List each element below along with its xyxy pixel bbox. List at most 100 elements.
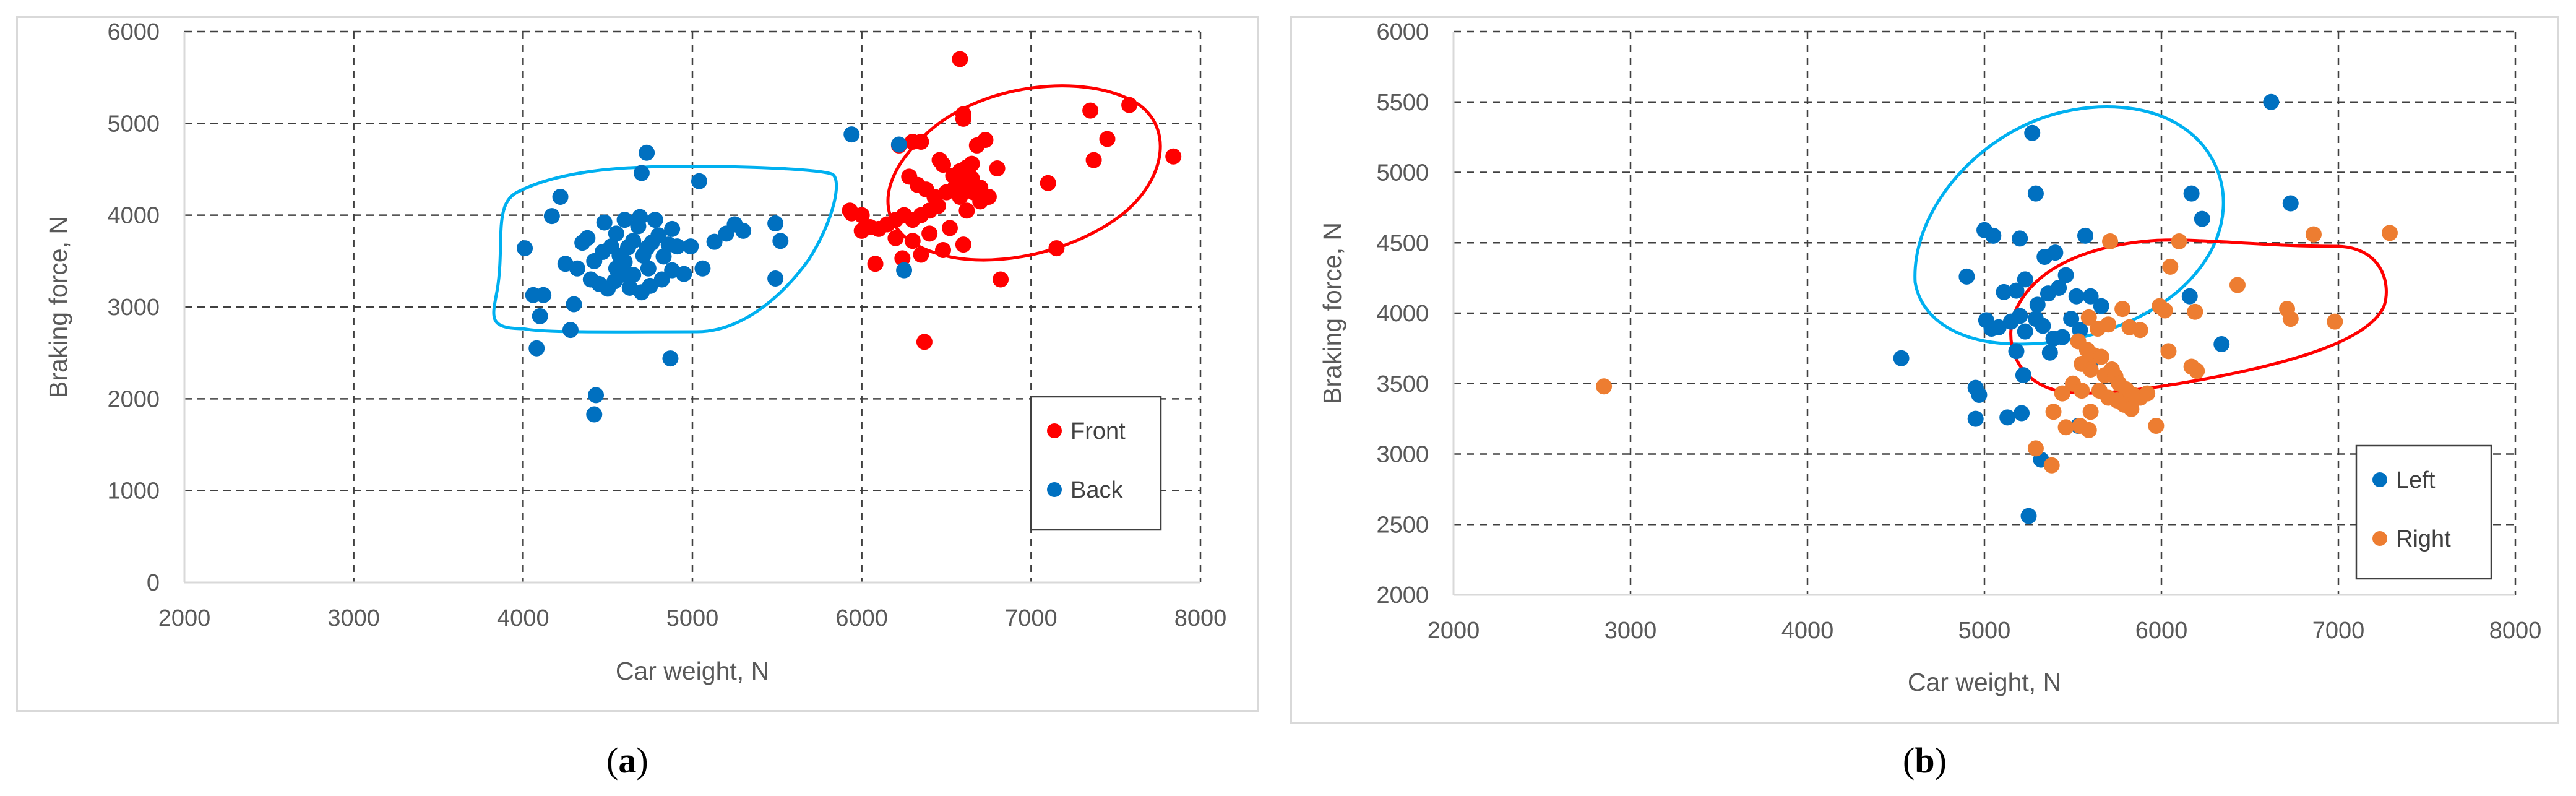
legend-marker-right — [2372, 531, 2387, 546]
y-tick-label: 2500 — [1376, 512, 1429, 538]
x-tick-label: 4000 — [497, 605, 549, 631]
data-point-front — [972, 193, 989, 210]
data-point-back — [625, 267, 642, 283]
chart-a-frame — [16, 16, 1259, 712]
data-point-front — [894, 250, 911, 267]
data-point-left — [1999, 409, 2016, 426]
y-tick-label: 1000 — [107, 478, 160, 504]
data-point-right — [2082, 404, 2099, 420]
data-point-back — [767, 215, 784, 232]
data-point-left — [2051, 280, 2067, 296]
data-point-left — [2181, 288, 2198, 305]
x-axis-title: Car weight, N — [616, 657, 769, 685]
data-point-back — [566, 296, 582, 313]
data-point-left — [2057, 267, 2074, 283]
data-point-back — [528, 340, 545, 357]
data-point-right — [2082, 361, 2099, 378]
data-point-left — [2041, 344, 2058, 361]
data-point-front — [941, 220, 958, 236]
data-point-back — [569, 260, 585, 277]
data-point-right — [2054, 385, 2070, 402]
data-point-left — [2014, 405, 2030, 422]
data-point-front — [977, 132, 994, 149]
x-tick-label: 4000 — [1781, 618, 1834, 644]
x-tick-label: 3000 — [327, 605, 380, 631]
data-point-front — [955, 236, 971, 253]
data-point-back — [767, 270, 784, 287]
data-point-left — [2012, 230, 2028, 247]
data-point-left — [2194, 210, 2210, 227]
chart-b-frame — [1290, 16, 2559, 724]
data-point-right — [2160, 343, 2177, 360]
data-point-left — [2263, 93, 2280, 110]
data-point-right — [2027, 440, 2044, 457]
x-tick-label: 7000 — [2312, 618, 2365, 644]
data-point-back — [640, 260, 657, 277]
data-point-right — [2282, 311, 2299, 327]
data-point-front — [955, 110, 971, 127]
data-point-right — [2043, 457, 2060, 474]
data-point-front — [921, 225, 938, 242]
panel-label-b: (b) — [1903, 740, 1947, 781]
scatter-chart-a: 2000 3000 4000 5000 6000 7000 8000 0 1000 2000 300… — [44, 19, 1227, 685]
data-point-back — [616, 212, 633, 228]
y-axis-title: Braking force, N — [44, 216, 72, 398]
data-point-back — [676, 266, 692, 282]
data-point-right — [2080, 309, 2097, 326]
data-point-front — [1048, 240, 1065, 257]
y-tick-label: 2000 — [107, 386, 160, 412]
y-tick-label: 3000 — [1376, 442, 1429, 468]
legend-box — [2355, 444, 2492, 580]
data-point-right — [2189, 363, 2205, 379]
data-point-front — [853, 222, 870, 239]
data-point-back — [890, 136, 907, 153]
data-point-front — [887, 230, 904, 246]
data-point-front — [952, 189, 968, 205]
data-point-left — [2035, 318, 2051, 334]
data-point-left — [2029, 296, 2046, 313]
cluster-outline — [1913, 105, 2225, 346]
data-point-left — [2017, 271, 2033, 288]
data-point-right — [2305, 226, 2322, 243]
y-tick-label: 4000 — [1376, 301, 1429, 327]
data-point-back — [735, 222, 752, 239]
data-point-front — [867, 256, 884, 272]
x-tick-label: 3000 — [1605, 618, 1657, 644]
data-point-left — [2012, 308, 2028, 324]
x-tick-label: 8000 — [2489, 618, 2542, 644]
data-point-back — [532, 308, 548, 324]
legend-label-left: Left — [2396, 467, 2436, 493]
data-point-back — [706, 233, 723, 250]
data-point-right — [2132, 322, 2148, 339]
data-point-back — [608, 225, 624, 242]
x-tick-label: 2000 — [1428, 618, 1480, 644]
data-point-back — [683, 238, 699, 255]
data-point-right — [2074, 383, 2090, 399]
x-tick-label: 5000 — [666, 605, 719, 631]
data-point-back — [613, 267, 630, 283]
data-point-back — [669, 238, 686, 255]
legend-label-front: Front — [1070, 418, 1126, 444]
cluster-outline — [492, 165, 838, 334]
data-point-front — [916, 334, 933, 350]
data-point-right — [2148, 418, 2165, 434]
data-point-left — [2082, 288, 2099, 305]
data-point-left — [1958, 268, 1975, 285]
data-point-right — [2123, 400, 2140, 417]
data-point-right — [2327, 313, 2343, 330]
x-tick-label: 8000 — [1174, 605, 1227, 631]
data-point-right — [2093, 348, 2109, 365]
y-tick-label: 5000 — [1376, 160, 1429, 186]
x-tick-label: 7000 — [1005, 605, 1058, 631]
data-point-front — [913, 134, 929, 150]
data-point-left — [2093, 298, 2109, 314]
data-point-back — [633, 165, 650, 181]
data-point-left — [2063, 311, 2080, 327]
data-point-right — [2100, 316, 2117, 333]
data-point-front — [1165, 148, 1182, 165]
data-point-back — [632, 209, 648, 225]
data-point-left — [2054, 329, 2070, 345]
data-point-right — [2156, 302, 2173, 319]
data-point-back — [653, 271, 670, 288]
data-point-front — [993, 271, 1009, 288]
